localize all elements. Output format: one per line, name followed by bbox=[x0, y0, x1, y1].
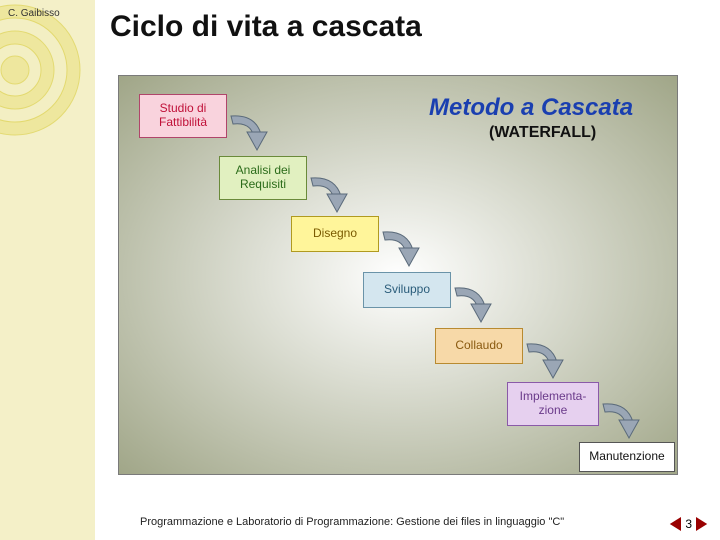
node-requisiti: Analisi deiRequisiti bbox=[219, 156, 307, 200]
cascade-arrow-2 bbox=[377, 228, 427, 272]
node-sviluppo: Sviluppo bbox=[363, 272, 451, 308]
page-title: Ciclo di vita a cascata bbox=[110, 10, 422, 44]
waterfall-diagram: Metodo a Cascata (WATERFALL) Studio diFa… bbox=[118, 75, 678, 475]
node-manutenz: Manutenzione bbox=[579, 442, 675, 472]
page-number: 3 bbox=[685, 517, 692, 531]
diagram-subtitle: (WATERFALL) bbox=[489, 124, 596, 142]
cascade-arrow-3 bbox=[449, 284, 499, 328]
node-disegno: Disegno bbox=[291, 216, 379, 252]
cascade-arrow-0 bbox=[225, 112, 275, 156]
cascade-arrow-1 bbox=[305, 174, 355, 218]
author-label: C. Gaibisso bbox=[8, 8, 60, 19]
diagram-title: Metodo a Cascata bbox=[429, 94, 633, 122]
cascade-arrow-4 bbox=[521, 340, 571, 384]
sidebar-motif bbox=[0, 0, 95, 540]
nav-next-icon[interactable] bbox=[696, 517, 710, 531]
node-collaudo: Collaudo bbox=[435, 328, 523, 364]
nav-prev-icon[interactable] bbox=[667, 517, 681, 531]
page-number-nav: 3 bbox=[667, 517, 710, 531]
cascade-arrow-5 bbox=[597, 400, 647, 444]
sidebar-decoration bbox=[0, 0, 95, 540]
footer-text: Programmazione e Laboratorio di Programm… bbox=[140, 516, 564, 528]
node-implement: Implementa-zione bbox=[507, 382, 599, 426]
node-fattibilita: Studio diFattibilità bbox=[139, 94, 227, 138]
